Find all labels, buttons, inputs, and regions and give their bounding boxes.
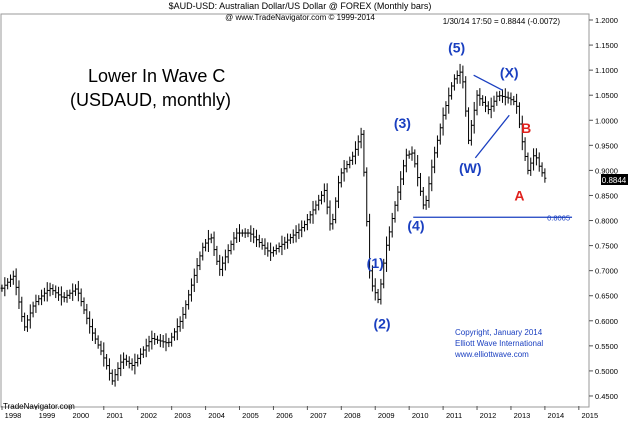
x-tick-label: 2008 — [344, 411, 361, 420]
y-tick-label: 0.6000 — [595, 317, 618, 326]
x-tick-label: 2001 — [106, 411, 123, 420]
copyright-line-1: Copyright, January 2014 — [455, 328, 543, 337]
wave-label: (5) — [448, 40, 465, 56]
copyright-line-3: www.elliottwave.com — [454, 350, 529, 359]
wave-trendline — [474, 114, 510, 159]
x-tick-label: 2015 — [581, 411, 598, 420]
y-tick-label: 0.8000 — [595, 217, 618, 226]
price-bars — [0, 63, 547, 387]
y-tick-label: 0.5500 — [595, 342, 618, 351]
last-price-label: 0.8844 — [602, 176, 627, 185]
chart-header-title: $AUD-USD: Australian Dollar/US Dollar @ … — [169, 1, 432, 11]
quote-readout: 1/30/14 17:50 = 0.8844 (-0.0072) — [443, 17, 561, 26]
y-tick-label: 0.4500 — [595, 392, 618, 401]
y-tick-label: 0.8500 — [595, 191, 618, 200]
headline-line-1: Lower In Wave C — [88, 66, 225, 86]
x-tick-label: 2013 — [514, 411, 531, 420]
wave-label: B — [521, 120, 531, 136]
y-tick-label: 0.7000 — [595, 267, 618, 276]
wave-label: (X) — [500, 65, 519, 81]
x-tick-label: 2005 — [242, 411, 259, 420]
x-tick-label: 2003 — [174, 411, 191, 420]
last-price-box — [601, 174, 628, 185]
wave-label: (W) — [459, 160, 482, 176]
x-tick-label: 2002 — [140, 411, 157, 420]
reference-line-label: 0.8065 — [547, 213, 570, 222]
x-tick-label: 1998 — [5, 411, 22, 420]
x-tick-label: 2004 — [208, 411, 225, 420]
x-tick-label: 1999 — [39, 411, 56, 420]
x-tick-label: 2000 — [73, 411, 90, 420]
wave-label: (2) — [373, 315, 390, 331]
y-tick-label: 1.1500 — [595, 41, 618, 50]
y-tick-label: 0.7500 — [595, 242, 618, 251]
copyright-line-2: Elliott Wave International — [455, 339, 543, 348]
y-tick-label: 1.2000 — [595, 16, 618, 25]
wave-label: (1) — [367, 255, 384, 271]
x-tick-label: 2010 — [412, 411, 429, 420]
wave-label: (4) — [407, 218, 424, 234]
y-tick-label: 1.0000 — [595, 116, 618, 125]
tick-layer: 0.4500 0.5000 0.5500 0.6000 0.6500 0.7000 0.75… — [1, 16, 618, 420]
x-tick-label: 2014 — [548, 411, 565, 420]
y-tick-label: 1.1000 — [595, 66, 618, 75]
wave-label: A — [514, 187, 524, 203]
x-tick-label: 2012 — [480, 411, 497, 420]
headline-line-2: (USDAUD, monthly) — [70, 90, 231, 110]
x-tick-label: 2009 — [378, 411, 395, 420]
x-tick-label: 2006 — [276, 411, 293, 420]
x-tick-label: 2011 — [446, 411, 462, 420]
chart-header-copyright: @ www.TradeNavigator.com © 1999-2014 — [225, 13, 375, 22]
watermark: TradeNavigator.com — [3, 402, 75, 411]
annotation-layer: 0.8065 (1) (2) (3) (4) (5) (W) (X) B A — [367, 40, 573, 331]
y-tick-label: 0.9500 — [595, 141, 618, 150]
y-tick-label: 0.6500 — [595, 292, 618, 301]
plot-area — [0, 13, 590, 408]
x-tick-label: 2007 — [310, 411, 327, 420]
y-tick-label: 0.9000 — [595, 166, 618, 175]
wave-label: (3) — [394, 115, 411, 131]
wave-trendline — [473, 74, 503, 91]
y-tick-label: 0.5000 — [595, 367, 618, 376]
y-tick-label: 1.0500 — [595, 91, 618, 100]
